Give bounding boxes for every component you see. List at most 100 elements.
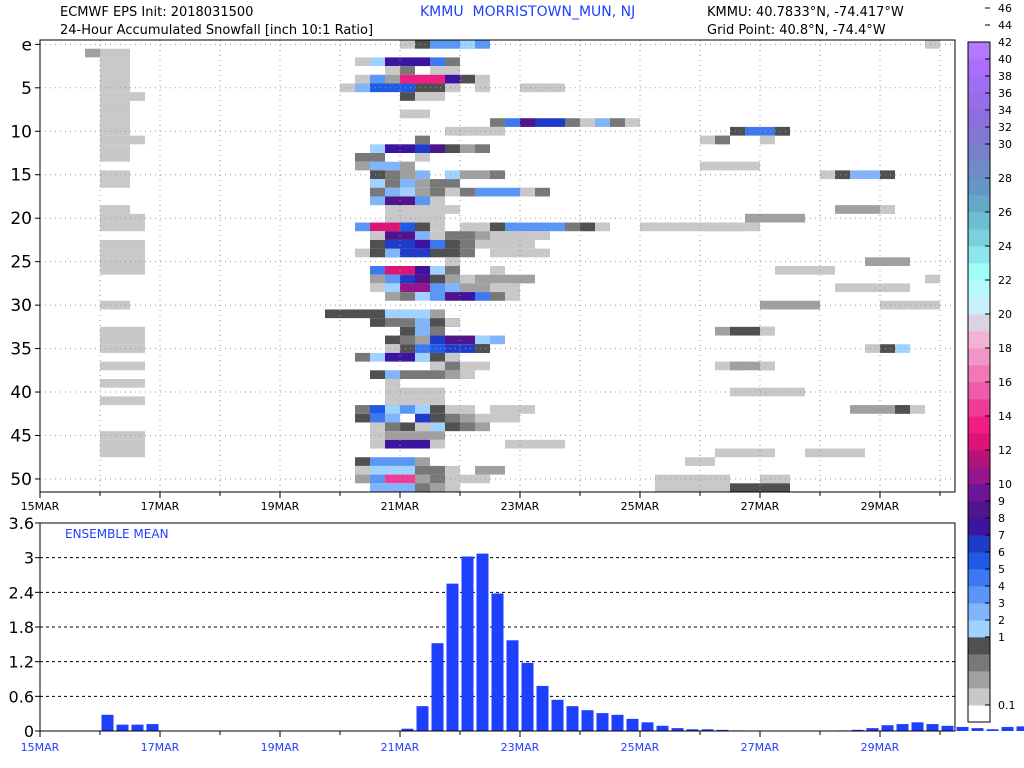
heatmap-cell bbox=[430, 266, 445, 275]
heatmap-cell bbox=[415, 187, 430, 197]
heatmap-cell bbox=[460, 283, 490, 293]
heatmap-cell bbox=[490, 222, 505, 232]
heatmap-cell bbox=[805, 448, 865, 458]
heatmap-cell bbox=[400, 161, 415, 171]
heatmap-cell bbox=[415, 483, 430, 492]
colorbar-label: 46 bbox=[998, 2, 1012, 15]
heatmap-cell bbox=[100, 266, 145, 275]
x-tick-label: 17MAR bbox=[141, 500, 180, 513]
heatmap-cell bbox=[100, 135, 145, 145]
heatmap-cell bbox=[475, 422, 490, 432]
mean-bar bbox=[446, 583, 459, 731]
mean-y-tick-label: 0 bbox=[24, 722, 34, 741]
colorbar-swatch bbox=[968, 620, 990, 638]
colorbar-label: 40 bbox=[998, 53, 1012, 66]
heatmap-cell bbox=[100, 361, 145, 371]
heatmap-cell bbox=[385, 274, 400, 284]
colorbar-label: 4 bbox=[998, 580, 1005, 593]
heatmap-cell bbox=[100, 239, 145, 249]
heatmap-cell bbox=[385, 239, 415, 249]
colorbar-swatch bbox=[968, 586, 990, 604]
colorbar-swatch bbox=[968, 535, 990, 553]
heatmap-cell bbox=[445, 144, 460, 153]
heatmap-cell bbox=[475, 170, 490, 180]
heatmap-cell bbox=[415, 135, 430, 145]
heatmap-cell bbox=[355, 161, 370, 171]
colorbar-label: 10 bbox=[998, 478, 1012, 491]
heatmap-cell bbox=[385, 196, 430, 206]
heatmap-cell bbox=[475, 335, 490, 345]
colorbar-label: 1 bbox=[998, 631, 1005, 644]
heatmap-cell bbox=[460, 413, 475, 423]
heatmap-cell bbox=[490, 118, 505, 127]
colorbar-swatch bbox=[968, 467, 990, 485]
grid-point-coordinates: Grid Point: 40.8°N, -74.4°W bbox=[707, 23, 886, 38]
heatmap-cell bbox=[100, 66, 130, 75]
mean-bar bbox=[881, 725, 894, 731]
heatmap-cell bbox=[385, 422, 400, 432]
heatmap-cell bbox=[445, 474, 460, 484]
colorbar-swatch bbox=[968, 637, 990, 655]
heatmap-cell bbox=[505, 439, 565, 449]
heatmap-cell bbox=[445, 292, 460, 301]
heatmap-cell bbox=[730, 326, 775, 336]
heatmap-frame bbox=[39, 39, 956, 493]
heatmap-cell bbox=[460, 74, 475, 84]
heatmap-cell bbox=[895, 344, 910, 353]
heatmap-cell bbox=[835, 283, 910, 293]
heatmap-cell bbox=[520, 118, 535, 127]
x-tick-label: 23MAR bbox=[501, 500, 540, 513]
colorbar-swatch bbox=[968, 42, 990, 60]
heatmap-cell bbox=[400, 187, 415, 197]
colorbar-swatch bbox=[968, 569, 990, 587]
heatmap-cell bbox=[340, 83, 355, 93]
colorbar-label: 3 bbox=[998, 597, 1005, 610]
colorbar-label: 6 bbox=[998, 546, 1005, 559]
heatmap-cell bbox=[385, 231, 430, 240]
heatmap-cell bbox=[85, 48, 100, 58]
mean-bar bbox=[656, 725, 669, 731]
colorbar-swatch bbox=[968, 178, 990, 196]
heatmap-cell bbox=[430, 422, 445, 432]
heatmap-cell bbox=[370, 83, 415, 93]
colorbar-swatch bbox=[968, 518, 990, 536]
mean-bar bbox=[401, 728, 414, 731]
colorbar-label: 44 bbox=[998, 19, 1012, 32]
colorbar-label: 9 bbox=[998, 495, 1005, 508]
heatmap-cell bbox=[385, 179, 400, 188]
heatmap-cell bbox=[100, 379, 145, 388]
colorbar-swatch bbox=[968, 195, 990, 213]
colorbar-label: 5 bbox=[998, 563, 1005, 576]
mean-y-tick-label: 2.4 bbox=[9, 583, 34, 602]
heatmap-cell bbox=[475, 83, 490, 93]
heatmap-cell bbox=[490, 292, 505, 301]
mean-bar bbox=[551, 699, 564, 731]
heatmap-cell bbox=[880, 170, 895, 180]
heatmap-cell bbox=[580, 118, 595, 127]
mean-axes: 0 0.6 1.2 1.8 2.4 3 3.6 15MAR 17MAR 19MAR 21MAR 23M… bbox=[9, 514, 956, 754]
mean-bar bbox=[1016, 726, 1024, 731]
mean-x-tick-label: 21MAR bbox=[381, 741, 420, 754]
heatmap-cell bbox=[445, 405, 460, 414]
heatmap-cell bbox=[445, 361, 460, 371]
heatmap-cell bbox=[385, 266, 430, 275]
heatmap-cell bbox=[385, 66, 400, 75]
mean-y-tick-label: 1.2 bbox=[9, 653, 34, 672]
x-tick-label: 29MAR bbox=[861, 500, 900, 513]
mean-bar bbox=[536, 685, 549, 731]
heatmap-cell bbox=[385, 474, 430, 484]
heatmap-cell bbox=[370, 457, 415, 466]
heatmap-cell bbox=[415, 335, 430, 345]
heatmap-cell bbox=[370, 57, 385, 67]
heatmap-cell bbox=[700, 222, 760, 232]
mean-bar bbox=[566, 706, 579, 731]
colorbar-swatch bbox=[968, 297, 990, 315]
heatmap-cell bbox=[415, 40, 430, 49]
heatmap-cell bbox=[445, 57, 460, 67]
heatmap-cell bbox=[430, 222, 445, 232]
heatmap-cell bbox=[415, 457, 430, 466]
heatmap-cell bbox=[355, 465, 370, 475]
heatmap-cell bbox=[925, 274, 940, 284]
colorbar-swatch bbox=[968, 161, 990, 179]
mean-bar bbox=[716, 729, 729, 731]
